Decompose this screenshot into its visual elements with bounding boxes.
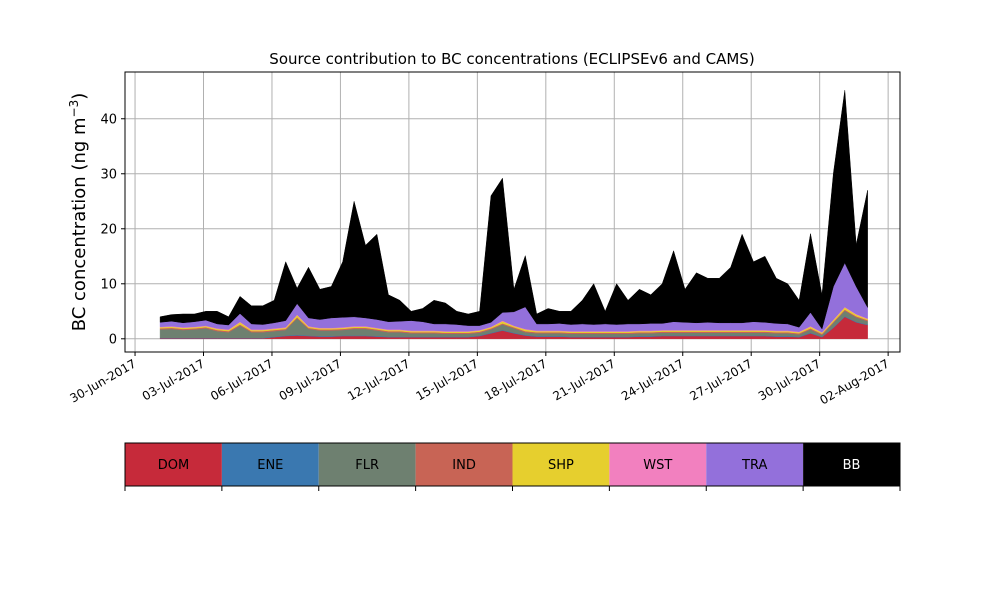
y-tick-label: 20 <box>100 222 117 237</box>
legend-label-bb: BB <box>843 458 861 473</box>
y-axis: 0 10 20 30 40 <box>100 112 125 347</box>
legend-swatch-ind <box>415 443 513 486</box>
x-tick-label: 21-Jul-2017 <box>550 356 617 403</box>
legend-label-ene: ENE <box>257 458 283 473</box>
x-tick-label: 18-Jul-2017 <box>482 356 549 403</box>
y-tick-label: 10 <box>100 277 117 292</box>
x-tick-label: 03-Jul-2017 <box>140 356 207 403</box>
area-bb <box>159 90 868 330</box>
legend-swatch-flr <box>318 443 416 486</box>
x-tick-label: 12-Jul-2017 <box>345 356 412 403</box>
legend-label-tra: TRA <box>741 458 767 473</box>
legend-label-flr: FLR <box>355 458 379 473</box>
legend-label-shp: SHP <box>548 458 574 473</box>
legend-swatch-bb <box>803 443 900 486</box>
legend-swatch-shp <box>512 443 610 486</box>
x-axis: 30-Jun-2017 03-Jul-2017 06-Jul-2017 09-Jul-… <box>68 352 892 407</box>
legend-label-dom: DOM <box>158 458 189 473</box>
area-series <box>159 90 868 340</box>
x-tick-label: 30-Jun-2017 <box>68 356 139 405</box>
legend-swatch-wst <box>609 443 707 486</box>
x-tick-label: 27-Jul-2017 <box>687 356 754 403</box>
legend-colorbar: DOM ENE FLR IND SHP WST TRA BB <box>124 442 901 491</box>
x-tick-label: 24-Jul-2017 <box>619 356 686 403</box>
x-tick-label: 09-Jul-2017 <box>277 356 344 403</box>
y-axis-label: BC concentration (ng m−3) <box>67 93 90 332</box>
legend-frame <box>124 442 901 487</box>
x-tick-label: 15-Jul-2017 <box>414 356 481 403</box>
legend-swatch-ene <box>221 443 319 486</box>
x-tick-label: 30-Jul-2017 <box>756 356 823 403</box>
y-tick-label: 0 <box>109 332 117 347</box>
y-tick-label: 30 <box>100 167 117 182</box>
plot-frame <box>124 71 901 353</box>
chart-title: Source contribution to BC concentrations… <box>269 50 754 68</box>
x-tick-label: 02-Aug-2017 <box>817 356 891 407</box>
legend-swatch-tra <box>706 443 804 486</box>
y-tick-label: 40 <box>100 112 117 127</box>
legend-swatch-dom <box>125 443 222 486</box>
legend-label-wst: WST <box>643 458 672 473</box>
legend-label-ind: IND <box>452 458 476 473</box>
x-tick-label: 06-Jul-2017 <box>208 356 275 403</box>
